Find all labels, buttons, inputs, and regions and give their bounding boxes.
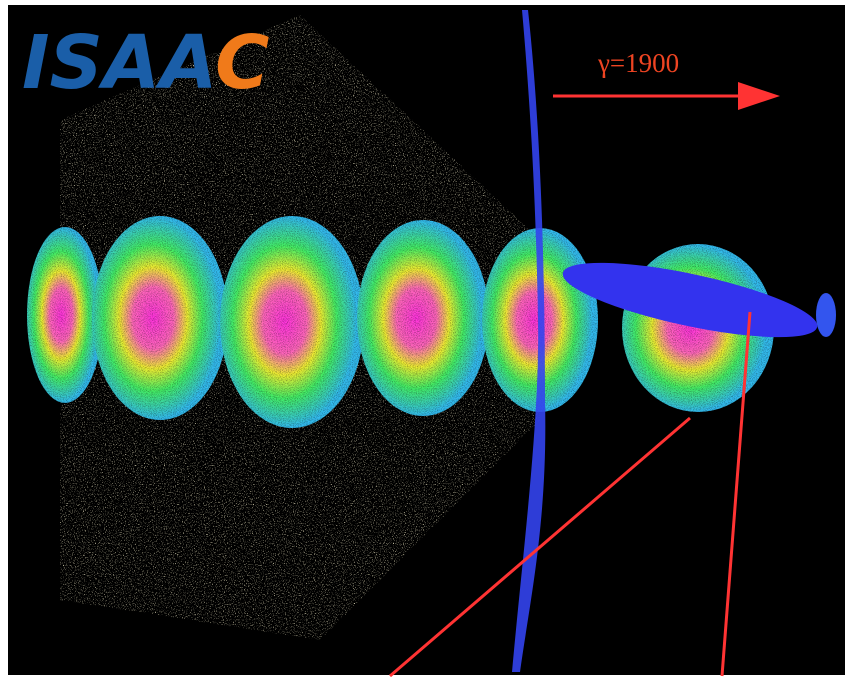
logo-text: C [215,20,269,106]
annotation: γ=1900 [597,48,679,78]
logo: ISAAC [22,20,269,106]
visualization: ISAAC γ=1900 [0,0,852,678]
bunch-tip [816,293,836,337]
logo-text: ISAA [22,20,215,106]
